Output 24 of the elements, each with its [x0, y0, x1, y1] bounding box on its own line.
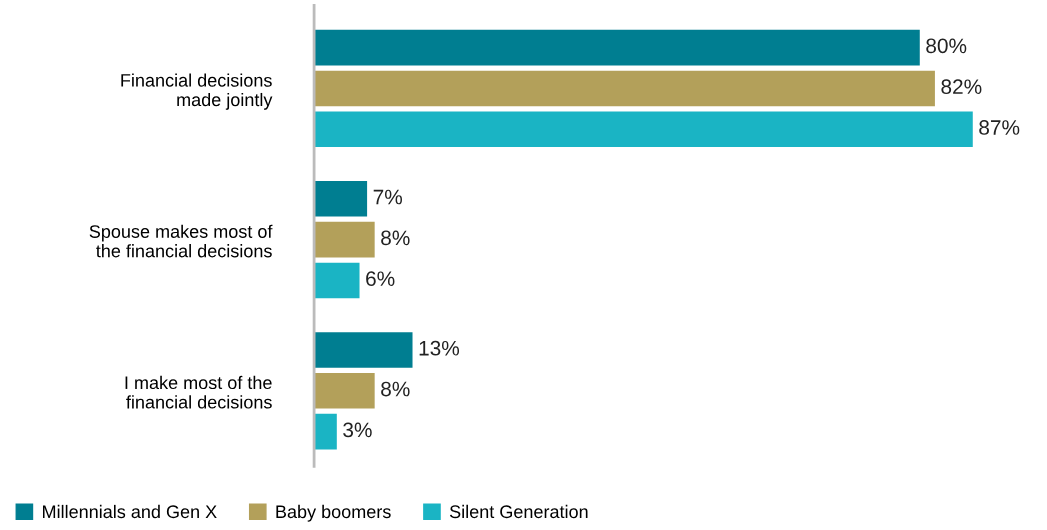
data-label: 6%	[366, 271, 395, 287]
data-label: 87%	[979, 120, 1020, 135]
bar	[314, 373, 375, 409]
data-label: 8%	[381, 230, 410, 246]
legend-label: Silent Generation	[449, 504, 588, 519]
bar	[314, 181, 368, 217]
data-label: 13%	[419, 340, 460, 356]
y-tick-label: Spouse makes most of the financial decisions	[89, 224, 273, 258]
bar	[314, 221, 375, 258]
data-label: 82%	[941, 79, 982, 95]
y-tick-label: I make most of the financial decisions	[125, 375, 272, 409]
bar	[314, 70, 935, 107]
legend-label: Millennials and Gen X	[43, 504, 217, 519]
bar	[314, 111, 973, 148]
bar	[314, 29, 920, 66]
legend-label: Baby boomers	[276, 504, 391, 522]
bar	[314, 413, 337, 450]
data-label: 3%	[343, 422, 372, 438]
data-label: 8%	[381, 381, 410, 397]
bar	[314, 332, 413, 368]
y-tick-label: Financial decisions made jointly	[121, 73, 273, 110]
bar	[314, 262, 360, 299]
data-label: 80%	[926, 38, 967, 54]
data-label: 7%	[373, 189, 403, 205]
